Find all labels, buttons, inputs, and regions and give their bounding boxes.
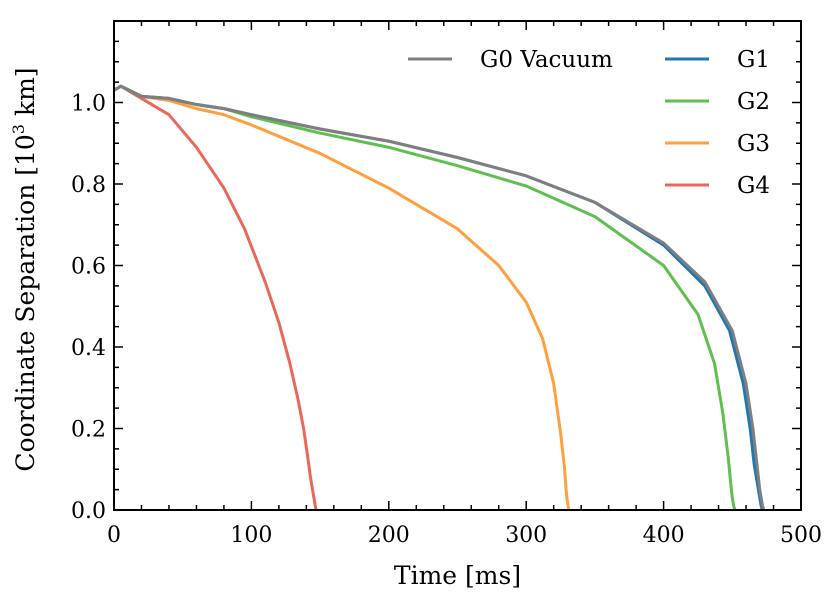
legend-entry-g4: G4: [665, 173, 770, 199]
y-axis-label: Coordinate Separation [103 km]: [9, 67, 40, 471]
y-tick-label: 0.2: [71, 418, 106, 443]
series-line-g1: [114, 84, 765, 510]
legend-entry-g1: G1: [665, 47, 770, 73]
x-axis-label: Time [ms]: [394, 561, 521, 590]
x-tick-label: 300: [505, 523, 547, 548]
y-axis-label-suffix: km]: [11, 67, 40, 124]
x-tick-label: 200: [368, 523, 410, 548]
legend-label: G0 Vacuum: [480, 47, 613, 73]
legend-entry-g3: G3: [665, 131, 770, 157]
plot-frame: [113, 20, 802, 511]
x-tick-label: 500: [780, 523, 822, 548]
legend-label: G3: [737, 131, 770, 157]
plot-area: [114, 84, 766, 510]
y-axis-label-exponent: 3: [9, 124, 28, 134]
y-tick-label: 0.4: [71, 336, 106, 361]
axis-ticks: 0 100 200 300 400 500 0.0 0.2 0.4 0.6 0.8 1.0: [71, 21, 822, 548]
legend-entry-g2: G2: [665, 89, 770, 115]
y-tick-label: 0.8: [71, 173, 106, 198]
series-line-g3: [114, 84, 571, 510]
y-tick-label: 1.0: [71, 92, 106, 117]
x-tick-label: 400: [643, 523, 685, 548]
legend-entry-g0-vacuum: G0 Vacuum: [408, 47, 613, 73]
series-line-g0-vacuum: [114, 84, 766, 510]
y-axis-label-prefix: Coordinate Separation [10: [11, 134, 40, 471]
legend-label: G2: [737, 89, 770, 115]
legend-label: G4: [737, 173, 770, 199]
legend: G0 Vacuum G1 G2 G3 G4: [408, 47, 770, 199]
series-line-g4: [114, 84, 318, 510]
x-tick-label: 100: [230, 523, 272, 548]
y-tick-label: 0.6: [71, 255, 106, 280]
legend-label: G1: [737, 47, 770, 73]
x-tick-label: 0: [107, 523, 121, 548]
y-tick-label: 0.0: [71, 499, 106, 524]
